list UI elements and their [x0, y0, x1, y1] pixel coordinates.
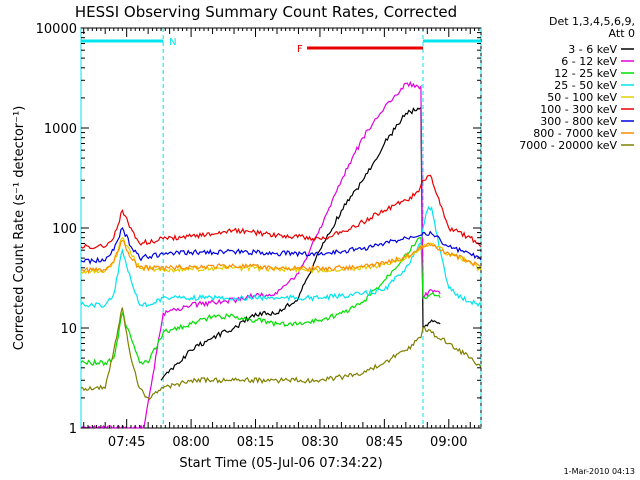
chart-title: HESSI Observing Summary Count Rates, Cor… [75, 3, 457, 21]
timestamp: 1-Mar-2010 04:13 [564, 467, 635, 476]
y-tick-label: 1000 [44, 122, 77, 137]
legend-entry-label: 12 - 25 keV [554, 67, 617, 80]
x-tick-label: 08:00 [172, 435, 209, 450]
series-line [80, 174, 482, 250]
series-line [80, 239, 482, 275]
x-tick-label: 08:45 [366, 435, 403, 450]
y-axis-label: Corrected Count Rate (s⁻¹ detector⁻¹) [12, 106, 27, 351]
x-tick-label: 07:45 [108, 435, 145, 450]
legend-entry-label: 25 - 50 keV [554, 79, 617, 92]
legend-entry-label: 100 - 300 keV [540, 103, 617, 116]
series-line [80, 307, 482, 401]
series-line [80, 226, 482, 265]
x-axis-label: Start Time (05-Jul-06 07:34:22) [179, 456, 382, 471]
flag-label-F: F [297, 44, 303, 55]
legend-entry-label: 50 - 100 keV [547, 91, 617, 104]
y-tick-label: 1 [69, 422, 77, 437]
legend-entry-label: 300 - 800 keV [540, 115, 617, 128]
legend-header-detectors: Det 1,3,4,5,6,9, [549, 15, 635, 28]
x-tick-label: 08:15 [237, 435, 274, 450]
y-tick-label: 10 [60, 322, 77, 337]
series-lines [80, 80, 482, 429]
legend-entry-label: 7000 - 20000 keV [519, 139, 617, 152]
y-tick-label: 10000 [36, 22, 77, 37]
legend-entry-label: 800 - 7000 keV [533, 127, 617, 140]
series-line [80, 237, 441, 367]
legend-entry-label: 3 - 6 keV [568, 43, 617, 56]
legend-header-attenuator: Att 0 [609, 27, 635, 40]
x-tick-label: 09:00 [430, 435, 467, 450]
axes: 1 10 100 1000 10000 07:45 08:00 08:15 08:30 08:45… [36, 22, 481, 450]
legend-entry-label: 6 - 12 keV [561, 55, 617, 68]
flag-label-N: N [169, 37, 176, 48]
series-line [80, 80, 441, 429]
series-line [160, 106, 441, 381]
x-tick-label: 08:30 [301, 435, 338, 450]
y-tick-label: 100 [52, 222, 77, 237]
